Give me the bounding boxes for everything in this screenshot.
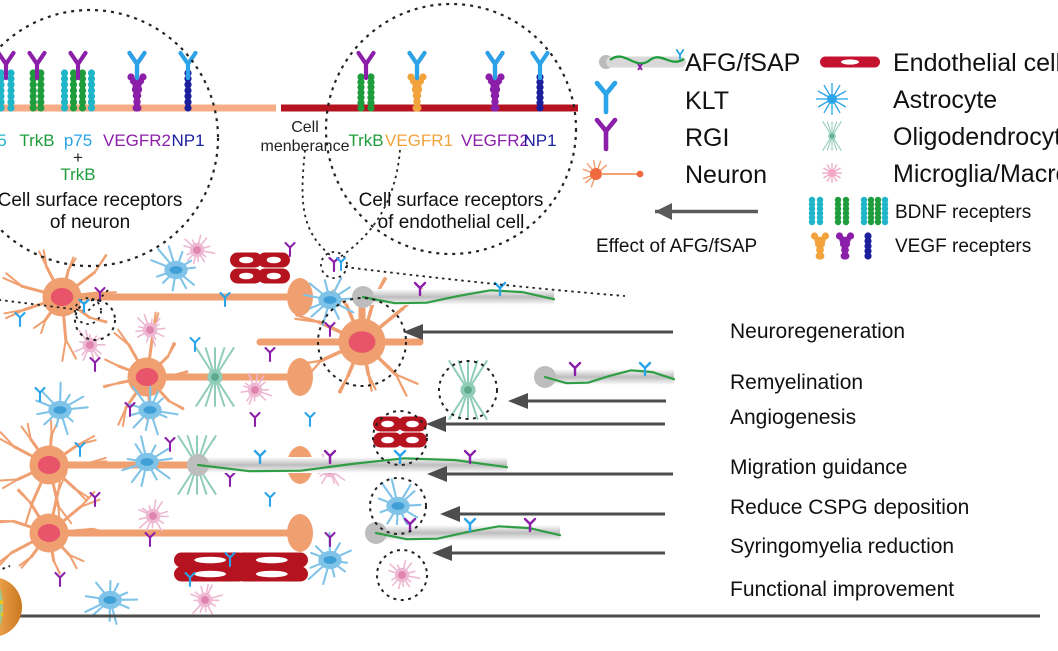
svg-text:Neuron: Neuron — [685, 161, 767, 189]
svg-text:of neuron: of neuron — [50, 212, 130, 233]
svg-text:TrkB: TrkB — [60, 165, 95, 184]
svg-text:KLT: KLT — [685, 87, 729, 115]
svg-text:Reduce CSPG deposition: Reduce CSPG deposition — [730, 496, 969, 519]
svg-text:TrkB: TrkB — [19, 131, 54, 150]
svg-text:VEGF recepters: VEGF recepters — [895, 236, 1031, 257]
svg-text:Oligodendrocyte: Oligodendrocyte — [893, 123, 1058, 151]
svg-text:5: 5 — [0, 131, 7, 150]
svg-text:Syringomyelia reduction: Syringomyelia reduction — [730, 535, 954, 558]
svg-text:Migration guidance: Migration guidance — [730, 456, 907, 479]
svg-text:RGI: RGI — [685, 124, 729, 152]
svg-text:AFG/fSAP: AFG/fSAP — [685, 49, 800, 77]
svg-text:NP1: NP1 — [523, 131, 556, 150]
svg-text:TrkB: TrkB — [348, 131, 383, 150]
svg-text:Effect of AFG/fSAP: Effect of AFG/fSAP — [596, 236, 757, 257]
svg-text:NP1: NP1 — [171, 131, 204, 150]
svg-text:Endothelial cell: Endothelial cell — [893, 49, 1058, 77]
svg-text:Microglia/Macrophage: Microglia/Macrophage — [893, 160, 1058, 188]
svg-text:Astrocyte: Astrocyte — [893, 86, 997, 114]
svg-text:Angiogenesis: Angiogenesis — [730, 406, 856, 429]
svg-text:VEGFR2: VEGFR2 — [103, 131, 171, 150]
svg-text:Functional improvement: Functional improvement — [730, 578, 954, 601]
svg-text:VEGFR2: VEGFR2 — [461, 131, 529, 150]
svg-text:Cell surface receptors: Cell surface receptors — [359, 190, 544, 211]
svg-text:Remyelination: Remyelination — [730, 371, 863, 394]
svg-text:Cell: Cell — [291, 119, 319, 136]
svg-text:Neuroregeneration: Neuroregeneration — [730, 320, 905, 343]
svg-text:VEGFR1: VEGFR1 — [385, 131, 453, 150]
svg-text:BDNF recepters: BDNF recepters — [895, 202, 1031, 223]
svg-text:of endothelial cell: of endothelial cell — [378, 212, 525, 233]
svg-text:Cell surface receptors: Cell surface receptors — [0, 190, 182, 211]
